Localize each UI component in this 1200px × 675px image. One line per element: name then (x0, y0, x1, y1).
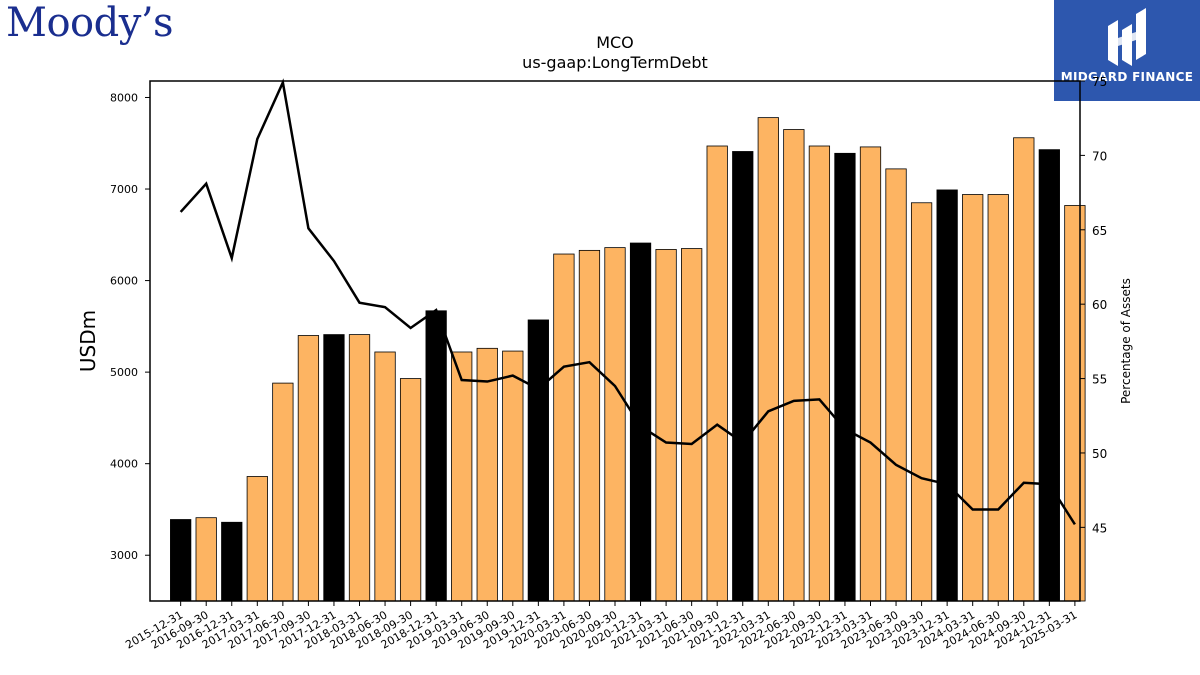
y-tick-label: 3000 (110, 549, 138, 562)
bar-2024-03-31 (962, 194, 984, 602)
y2-tick-label: 50 (1092, 447, 1107, 461)
bar-series (170, 117, 1086, 602)
y-tick-label: 7000 (110, 183, 138, 196)
bar-2021-06-30 (681, 248, 703, 602)
y2-tick-label: 45 (1092, 521, 1107, 535)
midgard-finance-name: MIDGARD FINANCE (1060, 70, 1194, 84)
bar-2017-03-31 (246, 476, 268, 602)
bar-2016-09-30 (195, 517, 217, 602)
bar-2017-12-31 (323, 334, 345, 602)
bar-2021-09-30 (706, 145, 728, 602)
y2-tick-label: 60 (1092, 298, 1107, 312)
bar-2022-12-31 (834, 152, 856, 602)
bar-2016-12-31 (221, 521, 243, 602)
y-tick-label: 4000 (110, 458, 138, 471)
midgard-finance-logo: MIDGARD FINANCE (1054, 0, 1200, 101)
bar-2019-06-30 (476, 347, 498, 602)
y2-tick-label: 70 (1092, 149, 1107, 163)
bar-2022-06-30 (783, 129, 805, 602)
bar-2022-09-30 (808, 145, 831, 602)
bar-2020-06-30 (578, 249, 601, 602)
percentage-of-assets-line (179, 78, 1076, 526)
bar-2020-09-30 (604, 247, 626, 602)
bar-2019-09-30 (502, 350, 524, 602)
y-tick-label: 5000 (110, 366, 138, 379)
chart-title: MCO (596, 33, 634, 52)
y2-tick-label: 65 (1092, 224, 1107, 238)
bar-2023-12-31 (936, 189, 958, 602)
bar-2024-09-30 (1013, 137, 1035, 602)
y2-tick-label: 55 (1092, 373, 1107, 387)
bar-2023-03-31 (859, 146, 882, 602)
y2-axis-label: Percentage of Assets (1119, 278, 1133, 404)
bar-2015-12-31 (170, 519, 192, 602)
moodys-logo: Moody’s (6, 0, 174, 46)
bar-2025-03-31 (1064, 205, 1086, 602)
x-axis-ticks: 2015-12-312016-09-302016-12-312017-03-31… (123, 601, 1079, 652)
bar-2018-03-31 (348, 334, 371, 602)
bar-2018-06-30 (374, 351, 396, 602)
bar-2022-03-31 (757, 117, 779, 602)
bar-2017-06-30 (272, 382, 294, 602)
bar-2017-09-30 (297, 335, 320, 602)
bar-2021-03-31 (655, 249, 677, 602)
bar-2018-09-30 (399, 378, 422, 602)
bar-2019-12-31 (527, 319, 549, 602)
bar-2020-03-31 (553, 253, 575, 602)
midgard-mark-icon (1108, 8, 1146, 66)
chart-subtitle: us-gaap:LongTermDebt (522, 53, 708, 72)
bar-2023-06-30 (885, 168, 907, 602)
right-axis-ticks: 45 50 55 60 65 70 75 (1080, 75, 1107, 535)
y-axis-label: USDm (76, 310, 100, 372)
y2-tick-label: 75 (1092, 75, 1107, 89)
bar-2024-06-30 (987, 194, 1009, 602)
bar-2021-12-31 (732, 151, 754, 602)
y-tick-label: 6000 (110, 275, 138, 288)
line-series (179, 78, 1076, 526)
bar-2018-12-31 (425, 310, 447, 602)
bar-2020-12-31 (629, 242, 652, 602)
bar-2023-09-30 (910, 202, 933, 602)
y-tick-label: 8000 (110, 91, 138, 104)
left-axis-ticks: 3000 4000 5000 6000 7000 8000 (110, 91, 150, 562)
bar-2024-12-31 (1038, 149, 1060, 602)
bar-2019-03-31 (451, 351, 473, 602)
